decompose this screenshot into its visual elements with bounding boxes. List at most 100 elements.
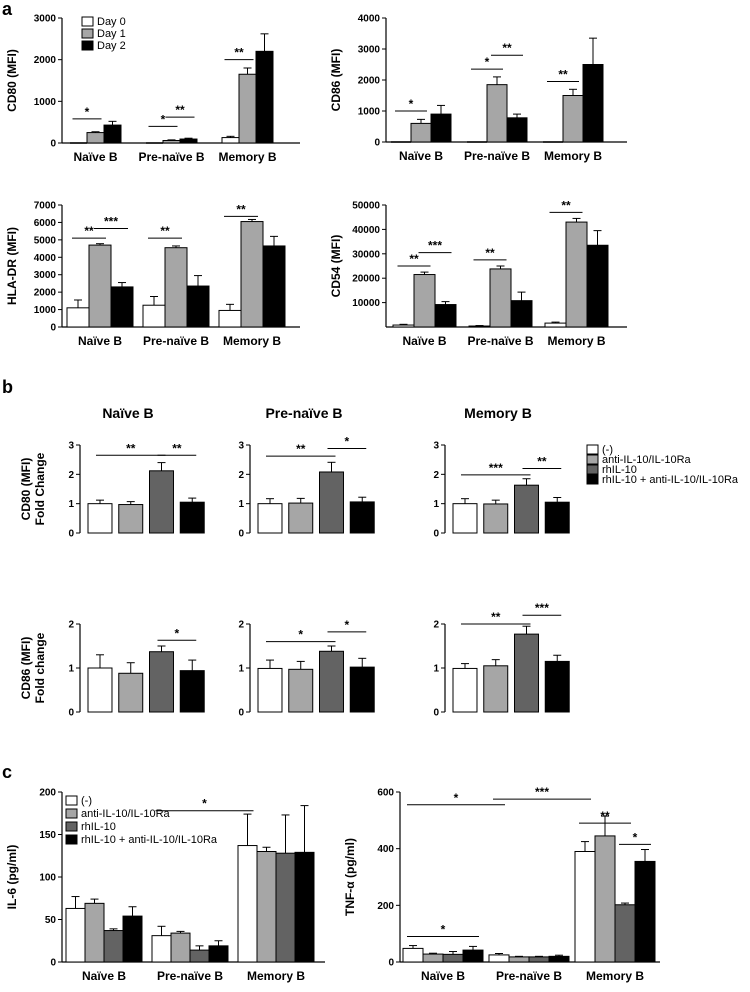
bar bbox=[164, 247, 188, 328]
chart-b1: 0 1 2 3 CD80 (MFI) Fold Change ** ** bbox=[19, 441, 205, 540]
bar bbox=[594, 835, 616, 963]
bar bbox=[221, 137, 240, 144]
y-axis-label: CD54 (MFI) bbox=[329, 235, 343, 298]
bar bbox=[110, 286, 134, 328]
bar bbox=[294, 851, 315, 963]
bar bbox=[288, 668, 314, 713]
panel-letter-c: c bbox=[2, 762, 12, 782]
legend-label: (-) bbox=[602, 444, 613, 456]
legend-label: Day 1 bbox=[97, 28, 126, 40]
y-tick-label: 50000 bbox=[352, 201, 380, 212]
y-tick-label: 30000 bbox=[352, 249, 380, 260]
panel-letter-b: b bbox=[2, 377, 13, 397]
y-tick-label: 1 bbox=[68, 664, 74, 675]
significance-label: ** bbox=[485, 246, 495, 260]
bar bbox=[103, 930, 124, 963]
y-tick-label: 3 bbox=[238, 441, 244, 452]
significance-label: * bbox=[85, 105, 90, 119]
category-label: Memory B bbox=[544, 149, 602, 163]
y-tick-label: 3000 bbox=[358, 45, 381, 56]
significance-label: ** bbox=[600, 809, 610, 823]
bar bbox=[422, 953, 444, 963]
legend-swatch bbox=[81, 28, 94, 39]
category-label: Pre-naïve B bbox=[496, 969, 562, 983]
y-tick-label: 4000 bbox=[358, 14, 381, 25]
significance-label: ** bbox=[561, 198, 571, 212]
significance-label: * bbox=[454, 791, 459, 805]
bar bbox=[118, 672, 144, 713]
significance-label: ** bbox=[558, 68, 568, 82]
y-tick-label: 1000 bbox=[34, 97, 57, 108]
category-label: Memory B bbox=[247, 969, 305, 983]
y-tick-label: 3 bbox=[433, 441, 439, 452]
y-tick-label: 3 bbox=[68, 441, 74, 452]
bar bbox=[179, 138, 198, 144]
legend-label: rhIL-10 + anti-IL-10/IL-10Ra bbox=[602, 474, 739, 486]
bar bbox=[614, 904, 636, 963]
legend-label: anti-IL-10/IL-10Ra bbox=[602, 454, 692, 466]
y-tick-label: 0 bbox=[50, 139, 56, 150]
chart-c1: 0 50 100 150 200 IL-6 (pg/ml) Naïve B Pre-naïve… bbox=[5, 788, 325, 983]
legend-label: rhIL-10 + anti-IL-10/IL-10Ra bbox=[81, 834, 218, 846]
category-label: Memory B bbox=[223, 334, 281, 348]
bar bbox=[186, 285, 210, 328]
column-title-prenaive: Pre-naïve B bbox=[265, 405, 342, 421]
significance-label: * bbox=[175, 626, 180, 640]
significance-label: *** bbox=[535, 601, 549, 615]
bar bbox=[255, 50, 274, 144]
bar bbox=[179, 501, 205, 534]
y-tick-label: 2 bbox=[238, 620, 244, 631]
category-label: Pre-naïve B bbox=[143, 334, 209, 348]
legend-label: (-) bbox=[81, 795, 92, 807]
bar bbox=[452, 503, 478, 534]
chart-a1: 0 1000 2000 3000 CD80 (MFI) Naïve B Pre-naïve … bbox=[5, 14, 300, 164]
y-tick-label: 1 bbox=[238, 499, 244, 510]
y-tick-label: 0 bbox=[238, 708, 244, 719]
y-tick-label: 0 bbox=[388, 958, 394, 969]
bar bbox=[66, 307, 90, 328]
y-tick-label: 50 bbox=[45, 915, 57, 926]
bar bbox=[151, 935, 172, 963]
legend-swatch bbox=[81, 40, 94, 51]
y-tick-label: 0 bbox=[50, 958, 56, 969]
bar bbox=[149, 651, 174, 713]
chart-b5: 0 1 2 * * bbox=[238, 618, 375, 719]
bar bbox=[218, 309, 242, 328]
y-axis-label: Fold Change bbox=[33, 452, 47, 525]
bar bbox=[410, 122, 432, 143]
bar bbox=[430, 113, 452, 143]
significance-label: * bbox=[161, 112, 166, 126]
y-tick-label: 2000 bbox=[358, 76, 381, 87]
y-tick-label: 20000 bbox=[352, 274, 380, 285]
y-tick-label: 2 bbox=[238, 470, 244, 481]
significance-label: ** bbox=[234, 46, 244, 60]
significance-label: ** bbox=[296, 442, 306, 456]
y-axis-label: CD86 (MFI) bbox=[19, 637, 33, 700]
y-tick-label: 1 bbox=[68, 499, 74, 510]
y-tick-label: 5000 bbox=[34, 235, 57, 246]
category-label: Naïve B bbox=[421, 969, 465, 983]
significance-label: ** bbox=[236, 202, 246, 216]
column-title-memory: Memory B bbox=[464, 405, 532, 421]
bar bbox=[489, 268, 512, 328]
category-label: Memory B bbox=[218, 150, 276, 164]
bar bbox=[65, 907, 86, 963]
category-label: Pre-naïve B bbox=[467, 334, 533, 348]
y-tick-label: 2 bbox=[68, 470, 74, 481]
category-label: Naïve B bbox=[399, 149, 443, 163]
category-label: Naïve B bbox=[82, 969, 126, 983]
y-tick-label: 0 bbox=[433, 708, 439, 719]
bar bbox=[528, 956, 550, 963]
legend-label: Day 2 bbox=[97, 40, 126, 52]
bar bbox=[87, 503, 113, 534]
bar bbox=[208, 945, 229, 963]
column-title-naive: Naïve B bbox=[102, 405, 153, 421]
bar bbox=[319, 650, 344, 713]
bar bbox=[189, 949, 210, 963]
bar bbox=[288, 502, 314, 534]
category-label: Pre-naïve B bbox=[464, 149, 530, 163]
y-tick-label: 0 bbox=[68, 529, 74, 540]
category-label: Pre-naïve B bbox=[138, 150, 204, 164]
bar bbox=[238, 73, 257, 144]
